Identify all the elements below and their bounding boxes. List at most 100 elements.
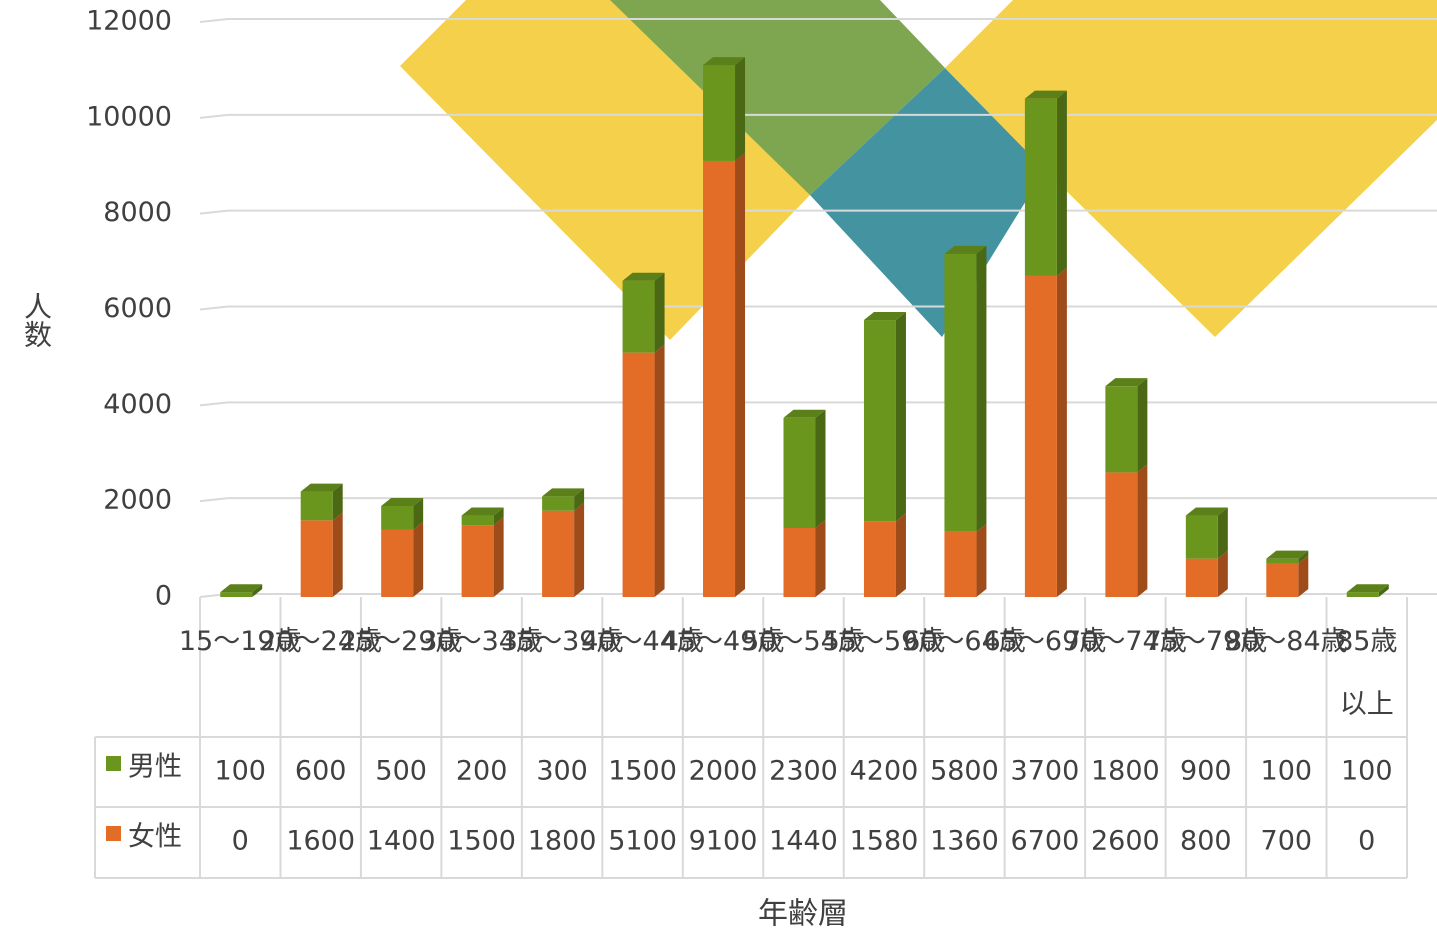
legend-swatch xyxy=(106,826,121,841)
bar xyxy=(1105,386,1138,473)
bar-side xyxy=(574,502,585,597)
bar xyxy=(1346,592,1379,597)
x-tick-line: 50～54歳 xyxy=(742,626,865,657)
x-tick-line: 70～74歳 xyxy=(1064,626,1187,657)
x-tick-line: 55～59歳 xyxy=(823,626,946,657)
bar-side xyxy=(332,512,343,597)
bar-top xyxy=(381,497,424,506)
bar-side xyxy=(735,152,746,598)
bar-top xyxy=(1185,507,1228,516)
bar xyxy=(461,515,494,526)
x-tick-label: 30～34歳 xyxy=(420,626,543,657)
x-tick-line: 45～49歳 xyxy=(662,626,785,657)
bar xyxy=(1266,558,1299,564)
bar xyxy=(622,280,655,353)
bar-top xyxy=(944,245,987,254)
table-value: 600 xyxy=(295,756,347,787)
y-tick-label: 4000 xyxy=(103,389,172,420)
x-tick-line: 75～79歳 xyxy=(1144,626,1267,657)
bar-side xyxy=(895,312,906,522)
bar-top xyxy=(220,584,263,593)
grid-line xyxy=(199,18,1437,23)
y-tick-label: 2000 xyxy=(103,485,172,516)
table-value: 2600 xyxy=(1091,826,1160,857)
x-tick-line: 20～24歳 xyxy=(259,626,382,657)
bar xyxy=(944,531,977,597)
table-value: 300 xyxy=(536,756,588,787)
table-value: 1600 xyxy=(286,826,355,857)
bar xyxy=(1024,275,1057,597)
bar-side xyxy=(1378,584,1389,597)
table-value: 2000 xyxy=(689,756,758,787)
x-tick-line: 30～34歳 xyxy=(420,626,543,657)
table-value: 1800 xyxy=(528,826,597,857)
table-value: 3700 xyxy=(1011,756,1080,787)
bar xyxy=(1185,515,1218,559)
bar xyxy=(381,505,414,530)
x-tick-label: 85歳以上 xyxy=(1336,626,1397,720)
bar xyxy=(1266,563,1299,597)
x-tick-line: 以上 xyxy=(1340,689,1394,720)
bar xyxy=(1105,472,1138,597)
y-tick-label: 0 xyxy=(155,581,172,612)
table-value: 900 xyxy=(1180,756,1232,787)
bar xyxy=(783,417,816,528)
table-value: 2300 xyxy=(769,756,838,787)
x-tick-label: 55～59歳 xyxy=(823,626,946,657)
y-tick-label: 12000 xyxy=(86,6,172,37)
bar-side xyxy=(252,584,263,597)
bar-side xyxy=(815,520,826,597)
table-value: 100 xyxy=(1261,756,1313,787)
bar-side xyxy=(332,483,343,521)
x-tick-line: 80～84歳 xyxy=(1225,626,1348,657)
x-tick-label: 80～84歳 xyxy=(1225,626,1348,657)
bar xyxy=(1185,558,1218,597)
bar-side xyxy=(1056,90,1067,276)
grid-line xyxy=(199,401,1437,407)
x-axis-title: 年齢層 xyxy=(758,897,848,932)
table-value: 200 xyxy=(456,756,508,787)
bar-top xyxy=(622,272,665,281)
bar-side xyxy=(895,513,906,597)
x-tick-line: 15～19歳 xyxy=(179,626,302,657)
table-value: 1800 xyxy=(1091,756,1160,787)
legend-label: 男性 xyxy=(128,752,182,783)
table-value: 9100 xyxy=(689,826,758,857)
x-tick-label: 20～24歳 xyxy=(259,626,382,657)
bar xyxy=(703,65,736,161)
x-tick-line: 60～64歳 xyxy=(903,626,1026,657)
x-tick-label: 25～29歳 xyxy=(340,626,463,657)
table-value: 1440 xyxy=(769,826,838,857)
bar-top xyxy=(542,488,585,497)
bar-side xyxy=(493,507,504,526)
x-tick-label: 60～64歳 xyxy=(903,626,1026,657)
bar-top xyxy=(1024,90,1067,99)
x-tick-line: 35～39歳 xyxy=(501,626,624,657)
bar-top xyxy=(703,57,746,66)
bar-side xyxy=(654,344,665,597)
bar xyxy=(381,529,414,597)
y-tick-label: 6000 xyxy=(103,293,172,324)
bar-side xyxy=(735,57,746,161)
bar xyxy=(461,525,494,597)
grid-line xyxy=(199,305,1437,311)
table-value: 1360 xyxy=(930,826,999,857)
bar xyxy=(300,520,333,597)
bar xyxy=(863,521,896,597)
table-value: 1400 xyxy=(367,826,436,857)
bar-side xyxy=(815,409,826,528)
x-tick-label: 65～69歳 xyxy=(984,626,1107,657)
bar-side xyxy=(1298,550,1309,564)
bar-side xyxy=(1298,555,1309,597)
legend-label: 女性 xyxy=(128,822,182,853)
bar xyxy=(783,528,816,597)
bar-top xyxy=(1266,550,1309,559)
bar-top xyxy=(461,507,504,516)
bar-top xyxy=(783,409,826,418)
bar xyxy=(1024,98,1057,276)
bar-side xyxy=(976,245,987,532)
bar-side xyxy=(413,497,424,530)
bar xyxy=(703,160,736,598)
legend-swatch xyxy=(106,756,121,771)
